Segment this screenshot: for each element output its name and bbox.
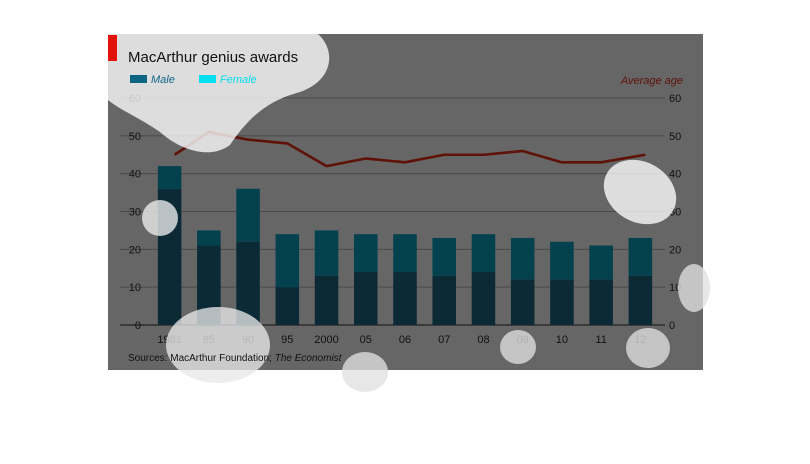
bar-female (471, 234, 496, 273)
bar-male (354, 272, 378, 325)
legend-label-average-age: Average age (620, 75, 683, 87)
bar-male (471, 272, 496, 325)
bar-female (314, 230, 339, 276)
y-tick-label-left: 50 (129, 131, 141, 143)
bar-female (275, 234, 300, 288)
bar-male (628, 275, 653, 325)
y-tick-label-right: 50 (669, 131, 681, 143)
y-tick-label-right: 40 (669, 169, 681, 181)
bars (157, 166, 653, 325)
x-tick-label: 95 (281, 334, 293, 346)
bar-female (354, 234, 378, 273)
y-tick-label-right: 60 (669, 93, 681, 105)
y-tick-label-left: 10 (129, 282, 141, 294)
line-average-age (173, 130, 646, 168)
overlay-blobs (108, 34, 710, 392)
chart-title: MacArthur genius awards (128, 49, 298, 66)
bar-female (393, 234, 417, 273)
y-tick-label-left: 30 (129, 207, 141, 219)
bar-female (628, 237, 653, 276)
bar-male (236, 241, 260, 325)
x-tick-label: 05 (360, 334, 372, 346)
bar-male (432, 275, 456, 325)
bar-male (314, 275, 339, 325)
bar-female (432, 237, 456, 276)
bar-male (275, 287, 300, 325)
average-age-line (173, 130, 646, 168)
x-tick-label: 06 (399, 334, 411, 346)
legend: Male Female Average age (130, 74, 683, 87)
y-tick-label-left: 0 (135, 320, 141, 332)
bar-male (197, 245, 221, 325)
legend-label-male: Male (151, 74, 175, 86)
bar-female (157, 166, 182, 189)
bar-male (393, 272, 417, 325)
bar-male (550, 279, 574, 325)
bar-female (510, 237, 535, 280)
x-tick-label: 2000 (314, 334, 338, 346)
x-tick-label: 10 (556, 334, 568, 346)
legend-swatch-female (199, 75, 216, 83)
x-tick-label: 08 (477, 334, 489, 346)
bar-female (236, 188, 260, 242)
source-note: Sources: MacArthur Foundation; The Econo… (128, 353, 343, 364)
legend-label-female: Female (220, 74, 257, 86)
bar-male (510, 279, 535, 325)
y-tick-label-left: 40 (129, 169, 141, 181)
bar-female (197, 230, 221, 246)
y-tick-label-right: 0 (669, 320, 675, 332)
bar-female (589, 245, 613, 280)
bar-female (550, 241, 574, 280)
x-tick-label: 11 (595, 334, 606, 346)
legend-swatch-male (130, 75, 147, 83)
y-tick-label-right: 20 (669, 244, 681, 256)
x-tick-label: 07 (438, 334, 450, 346)
bar-male (589, 279, 613, 325)
title-marker (108, 35, 117, 61)
y-tick-label-left: 20 (129, 244, 141, 256)
